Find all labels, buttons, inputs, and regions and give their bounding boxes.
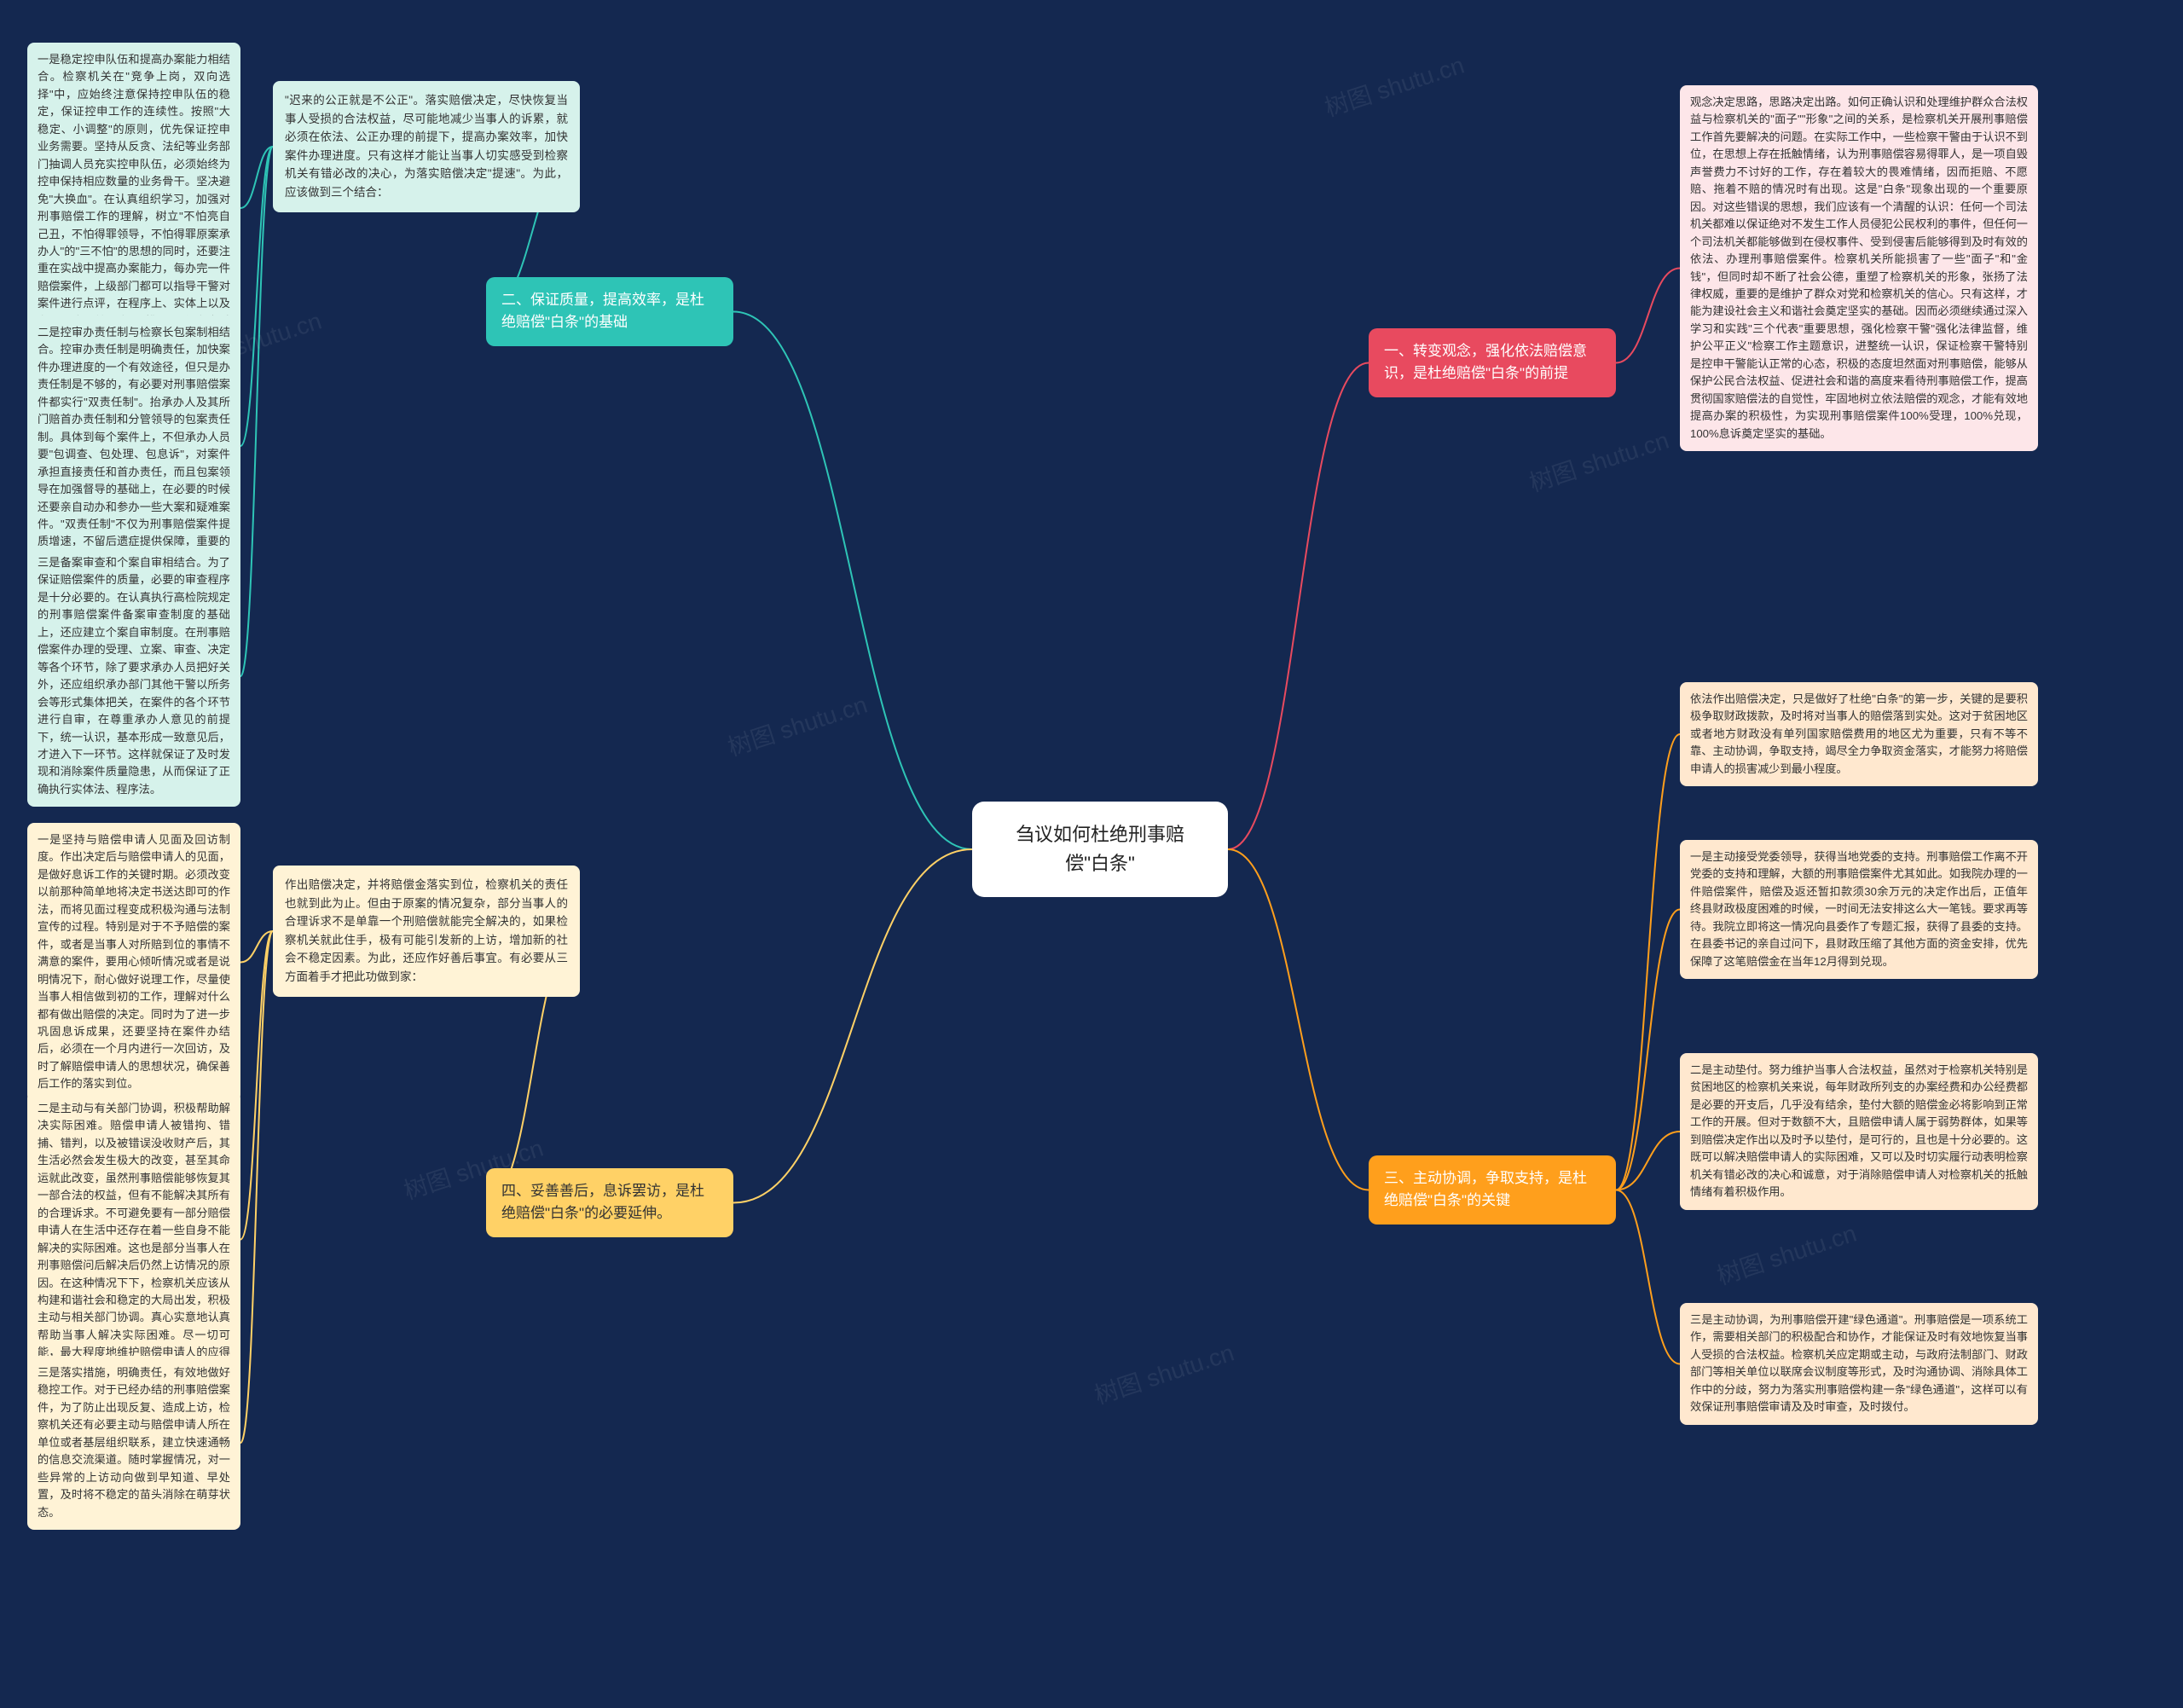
- leaf-b3-3: 三是主动协调，为刑事赔偿开建"绿色通道"。刑事赔偿是一项系统工作，需要相关部门的…: [1680, 1303, 2038, 1425]
- watermark: 树图 shutu.cn: [1320, 47, 1468, 124]
- branch-b4: 四、妥善善后，息诉罢访，是杜绝赔偿"白条"的必要延伸。: [486, 1168, 733, 1237]
- branch-b2: 二、保证质量，提高效率，是杜绝赔偿"白条"的基础: [486, 277, 733, 346]
- watermark: 树图 shutu.cn: [1090, 1335, 1238, 1411]
- mid-b4-0: 作出赔偿决定，并将赔偿金落实到位，检察机关的责任也就到此为止。但由于原案的情况复…: [273, 866, 580, 997]
- leaf-b4-2: 三是落实措施，明确责任，有效地做好稳控工作。对于已经办结的刑事赔偿案件，为了防止…: [27, 1356, 240, 1530]
- leaf-b4-1: 二是主动与有关部门协调，积极帮助解决实际困难。赔偿申请人被错拘、错捕、错判，以及…: [27, 1091, 240, 1387]
- branch-b1: 一、转变观念，强化依法赔偿意识，是杜绝赔偿"白条"的前提: [1369, 328, 1616, 397]
- leaf-b4-0: 一是坚持与赔偿申请人见面及回访制度。作出决定后与赔偿申请人的见面，是做好息诉工作…: [27, 823, 240, 1102]
- leaf-b3-2: 二是主动垫付。努力维护当事人合法权益，虽然对于检察机关特别是贫困地区的检察机关来…: [1680, 1053, 2038, 1210]
- watermark: 树图 shutu.cn: [1712, 1215, 1861, 1292]
- watermark: 树图 shutu.cn: [1525, 422, 1673, 499]
- leaf-b3-1: 一是主动接受党委领导，获得当地党委的支持。刑事赔偿工作离不开党委的支持和理解，大…: [1680, 840, 2038, 979]
- mid-b2-0: "迟来的公正就是不公正"。落实赔偿决定，尽快恢复当事人受损的合法权益，尽可能地减…: [273, 81, 580, 212]
- leaf-b3-0: 依法作出赔偿决定，只是做好了杜绝"白条"的第一步，关键的是要积极争取财政拨款，及…: [1680, 682, 2038, 786]
- mindmap-canvas: 树图 shutu.cn 树图 shutu.cn 树图 shutu.cn 树图 shut…: [0, 0, 2183, 1708]
- center-node: 刍议如何杜绝刑事赔偿"白条": [972, 802, 1228, 897]
- leaf-b2-1: 二是控审办责任制与检察长包案制相结合。控审办责任制是明确责任，加快案件办理进度的…: [27, 316, 240, 576]
- branch-b3: 三、主动协调，争取支持，是杜绝赔偿"白条"的关键: [1369, 1155, 1616, 1225]
- leaf-b2-2: 三是备案审查和个案自审相结合。为了保证赔偿案件的质量，必要的审查程序是十分必要的…: [27, 546, 240, 807]
- leaf-b1-0: 观念决定思路，思路决定出路。如何正确认识和处理维护群众合法权益与检察机关的"面子…: [1680, 85, 2038, 451]
- watermark: 树图 shutu.cn: [723, 686, 871, 763]
